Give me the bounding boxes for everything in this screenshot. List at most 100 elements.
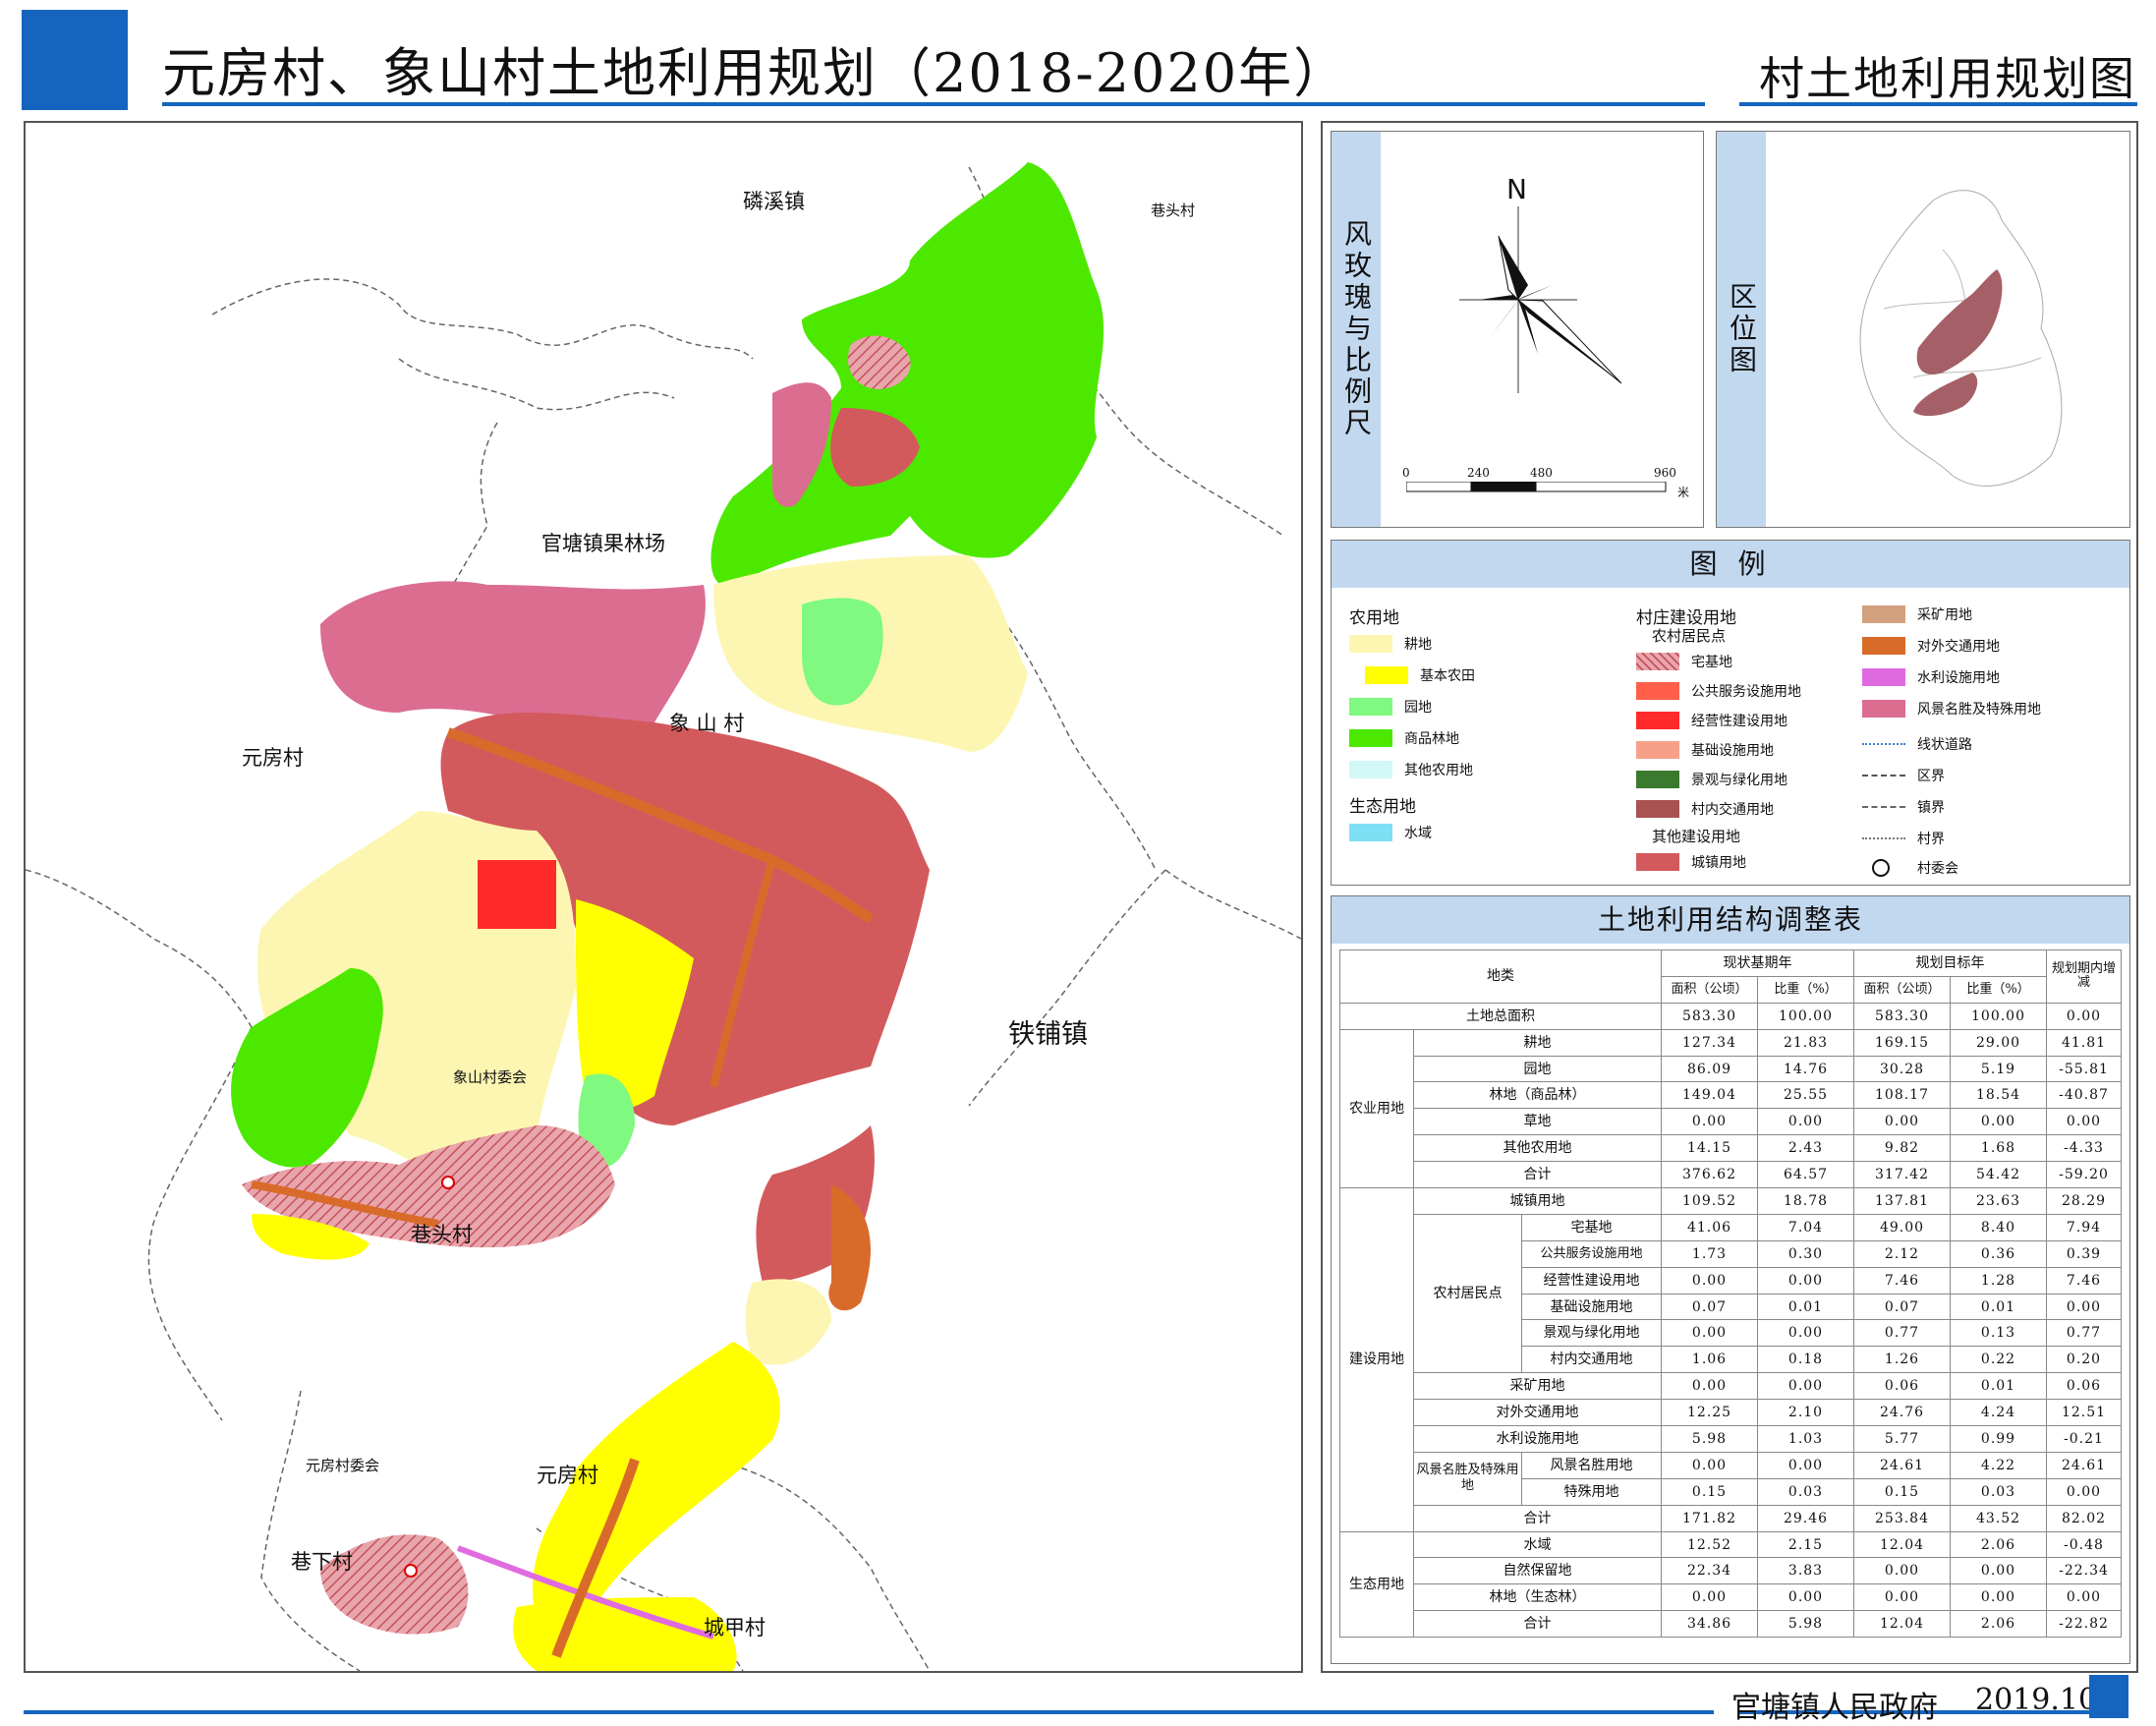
right-panel: 风玫瑰与比例尺 N 0 240 480 960 米 区位图 (1321, 121, 2138, 1673)
basic-farmland-south (533, 1342, 780, 1656)
legend-item-water: 水域 (1349, 822, 1432, 843)
table-row: 草地 0.00 0.00 0.00 0.00 0.00 (1340, 1108, 2122, 1136)
table-row: 合计 376.62 64.57 317.42 54.42 -59.20 (1340, 1161, 2122, 1189)
legend-panel: 图 例 农用地 耕地 基本农田 园地 商品林地 其他农用地 生态用地 水域 村庄… (1331, 540, 2130, 886)
table-row: 采矿用地 0.00 0.00 0.06 0.01 0.06 (1340, 1372, 2122, 1401)
group-eco: 生态用地 (1339, 1530, 1414, 1639)
table-row: 风景名胜及特殊用地 风景名胜用地 0.00 0.00 24.61 4.22 24.6… (1340, 1451, 2122, 1506)
road-main (446, 727, 874, 924)
table-header-row: 地类 现状基期年 规划目标年 规划期内增减 (1339, 949, 2122, 1004)
scenic-north (772, 382, 831, 507)
label-xiaxia: 巷下村 (291, 1550, 353, 1574)
page-title: 元房村、象山村土地利用规划（2018-2020年） (162, 42, 1349, 104)
label-chengjia: 城甲村 (704, 1616, 766, 1640)
legend-item-cultivated: 耕地 (1349, 633, 1432, 655)
legend-line-district: 区界 (1862, 765, 1945, 786)
legend-item-basic-farmland: 基本农田 (1365, 664, 1475, 686)
forest-west (231, 968, 383, 1168)
issue-date: 2019.10 (1975, 1683, 2098, 1717)
table-row: 生态用地 水域 12.52 2.15 12.04 2.06 -0.48 (1339, 1530, 2122, 1639)
table-row: 林地（商品林） 149.04 25.55 108.17 18.54 -40.87 (1340, 1081, 2122, 1110)
table-row: 园地 86.09 14.76 30.28 5.19 -55.81 (1340, 1055, 2122, 1083)
basic-farmland-north (576, 899, 694, 1111)
header-change: 规划期内增减 (2046, 949, 2122, 1004)
map-canvas (26, 162, 1301, 1671)
locator-map (1859, 190, 2063, 487)
table-row: 特殊用地 0.15 0.03 0.15 0.03 0.00 (1340, 1477, 2122, 1506)
label-xiangtou-mid: 巷头村 (411, 1223, 473, 1246)
road-south-main (551, 1458, 640, 1658)
table-row: 农业用地 耕地 127.34 21.83 169.15 29.00 41.81 (1339, 1028, 2122, 1189)
scale-tick-960: 960 (1654, 466, 1676, 480)
legend-build-head: 村庄建设用地 (1636, 608, 1736, 628)
table-row: 建设用地 城镇用地 109.52 18.78 137.81 23.63 28.29 (1339, 1187, 2122, 1532)
legend-eco-head: 生态用地 (1349, 797, 1416, 817)
legend-item-business: 经营性建设用地 (1636, 710, 1787, 731)
table-row: 村内交通用地 1.06 0.18 1.26 0.22 0.20 (1340, 1346, 2122, 1374)
table-row: 基础设施用地 0.07 0.01 0.07 0.01 0.00 (1340, 1293, 2122, 1321)
footer-rule-right (1739, 1710, 2089, 1714)
xiangshan-committee-marker (441, 1176, 455, 1189)
legend-item-town: 城镇用地 (1636, 851, 1746, 873)
header-area: 面积（公顷） (1661, 975, 1758, 1004)
government-name: 官塘镇人民政府 (1731, 1691, 1938, 1725)
legend-rural-head: 农村居民点 (1652, 627, 1727, 645)
legend-item-commercial-forest: 商品林地 (1349, 727, 1459, 749)
legend-line-town: 镇界 (1862, 796, 1945, 818)
business-west (478, 860, 556, 929)
title-accent-square (22, 10, 128, 110)
road-west (251, 1180, 439, 1228)
table-row: 农村居民点 宅基地 41.06 7.04 49.00 8.40 7.94 (1340, 1213, 2122, 1374)
garden-mid (802, 598, 883, 706)
table-row: 公共服务设施用地 1.73 0.30 2.12 0.36 0.39 (1340, 1239, 2122, 1268)
table-row: 对外交通用地 12.25 2.10 24.76 4.24 12.51 (1340, 1399, 2122, 1427)
map-kind-title: 村土地利用规划图 (1759, 52, 2136, 105)
footer-accent-square (2089, 1675, 2128, 1718)
legend-item-public-service: 公共服务设施用地 (1636, 680, 1801, 702)
header-target-year: 规划目标年 (1853, 949, 2047, 977)
header-area: 面积（公顷） (1853, 975, 1951, 1004)
label-xiangtou-top: 巷头村 (1151, 201, 1196, 219)
scale-tick-0: 0 (1402, 466, 1410, 480)
cultivated-southwest (252, 1214, 369, 1260)
committee-circle-icon (1872, 859, 1890, 877)
locator-panel-title: 区位图 (1717, 132, 1766, 527)
homestead-xiangshan (242, 1125, 615, 1248)
label-guantang-orchard: 官塘镇果林场 (541, 532, 665, 555)
land-use-map[interactable]: 磷溪镇 巷头村 官塘镇果林场 元房村 象 山 村 铁铺镇 巷头村 元房村 巷下村… (24, 121, 1303, 1673)
xiangshan-village-land (231, 162, 1105, 1260)
cultivated-south-strip (745, 1279, 831, 1365)
legend-item-homestead: 宅基地 (1636, 651, 1732, 672)
label-tiepu: 铁铺镇 (1008, 1019, 1088, 1050)
table-row: 土地总面积 583.30 100.00 583.30 100.00 0.00 (1339, 1002, 2122, 1030)
legend-item-village-transport: 村内交通用地 (1636, 798, 1774, 820)
transport-south (828, 1184, 871, 1311)
group-scenic: 风景名胜及特殊用地 (1413, 1451, 1522, 1506)
header-category: 地类 (1339, 949, 1662, 1004)
label-linxi: 磷溪镇 (743, 190, 805, 213)
group-rural: 农村居民点 (1413, 1213, 1522, 1374)
scale-tick-240: 240 (1467, 466, 1490, 480)
group-agri: 农业用地 (1339, 1028, 1414, 1189)
table-row: 经营性建设用地 0.00 0.00 7.46 1.28 7.46 (1340, 1266, 2122, 1294)
legend-item-landscape: 景观与绿化用地 (1636, 769, 1787, 790)
label-yuanfang-committee: 元房村委会 (306, 1457, 380, 1474)
homestead-yuanfang (320, 1534, 469, 1635)
legend-item-other-agri: 其他农用地 (1349, 759, 1473, 780)
legend-item-mining: 采矿用地 (1862, 604, 1972, 625)
table-row: 合计 171.82 29.46 253.84 43.52 82.02 (1340, 1504, 2122, 1532)
legend-item-irrigation: 水利设施用地 (1862, 666, 2000, 688)
table-row: 自然保留地 22.34 3.83 0.00 0.00 -22.34 (1340, 1557, 2122, 1585)
header-base-year: 现状基期年 (1661, 949, 1854, 977)
scenic-west (320, 581, 706, 742)
wind-rose-icon (1459, 206, 1622, 393)
table-row: 合计 34.86 5.98 12.04 2.06 -22.82 (1340, 1610, 2122, 1639)
table-row: 其他农用地 14.15 2.43 9.82 1.68 -4.33 (1340, 1134, 2122, 1163)
legend-agri-head: 农用地 (1349, 608, 1399, 628)
north-label: N (1506, 173, 1527, 205)
road-south (709, 858, 776, 1087)
legend-line-village: 村界 (1862, 828, 1945, 849)
table-subheader-row: 面积（公顷） 比重（%） 面积（公顷） 比重（%） (1340, 975, 2122, 1004)
land-use-table: 地类 现状基期年 规划目标年 规划期内增减 面积（公顷） 比重（%） 面积（公顷… (1339, 949, 2122, 1639)
locator-panel: 区位图 (1716, 131, 2130, 528)
